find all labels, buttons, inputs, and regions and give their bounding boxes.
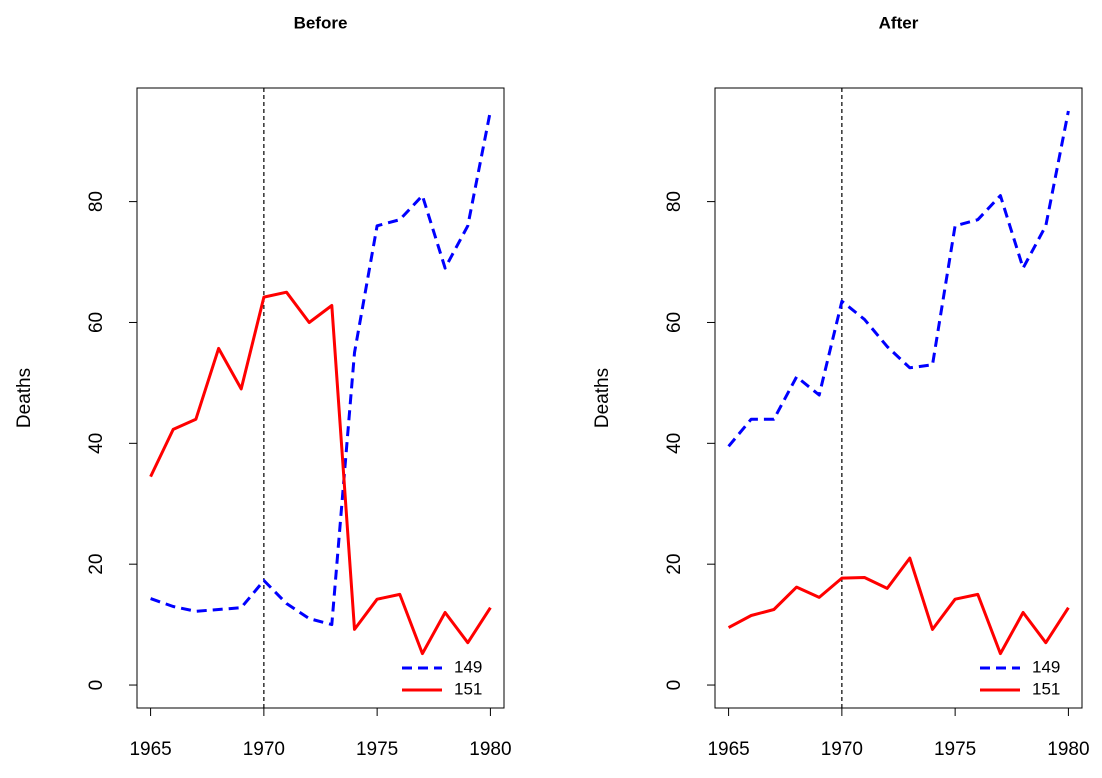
series-line	[727, 110, 1070, 448]
series-line	[149, 290, 492, 656]
y-tick-label: 80	[664, 191, 685, 212]
plot-box	[714, 87, 1083, 709]
chart-title: After	[879, 13, 919, 32]
x-tick-label: 1970	[821, 739, 863, 760]
series-line	[150, 110, 492, 627]
y-tick-label: 60	[86, 312, 107, 333]
y-axis-label: Deaths	[592, 368, 613, 428]
y-tick-label: 20	[86, 554, 107, 575]
x-tick-label: 1980	[1047, 739, 1089, 760]
series-line	[727, 556, 1070, 656]
y-tick-label: 80	[86, 191, 107, 212]
x-tick-label: 1965	[707, 739, 749, 760]
x-tick-label: 1970	[243, 739, 285, 760]
chart-title: Before	[294, 13, 348, 32]
chart-panel: Before Deaths 1965 1970 1975 1980 0 20 40 60 80 149…	[14, 13, 512, 760]
chart-panel: After Deaths 1965 1970 1975 1980 0 20 40 60 80 149 1…	[592, 13, 1090, 760]
x-tick-label: 1975	[934, 739, 976, 760]
legend-label: 151	[454, 679, 482, 698]
x-tick-label: 1965	[129, 739, 171, 760]
plot-box	[136, 87, 505, 709]
x-tick-label: 1975	[356, 739, 398, 760]
legend-label: 149	[454, 657, 482, 676]
x-tick-label: 1980	[469, 739, 511, 760]
y-tick-label: 40	[86, 433, 107, 454]
legend-label: 151	[1032, 679, 1060, 698]
y-tick-label: 20	[664, 554, 685, 575]
y-tick-label: 0	[86, 680, 107, 691]
legend-label: 149	[1032, 657, 1060, 676]
y-tick-label: 40	[664, 433, 685, 454]
y-tick-label: 60	[664, 312, 685, 333]
y-axis-label: Deaths	[14, 368, 35, 428]
y-tick-label: 0	[664, 680, 685, 691]
